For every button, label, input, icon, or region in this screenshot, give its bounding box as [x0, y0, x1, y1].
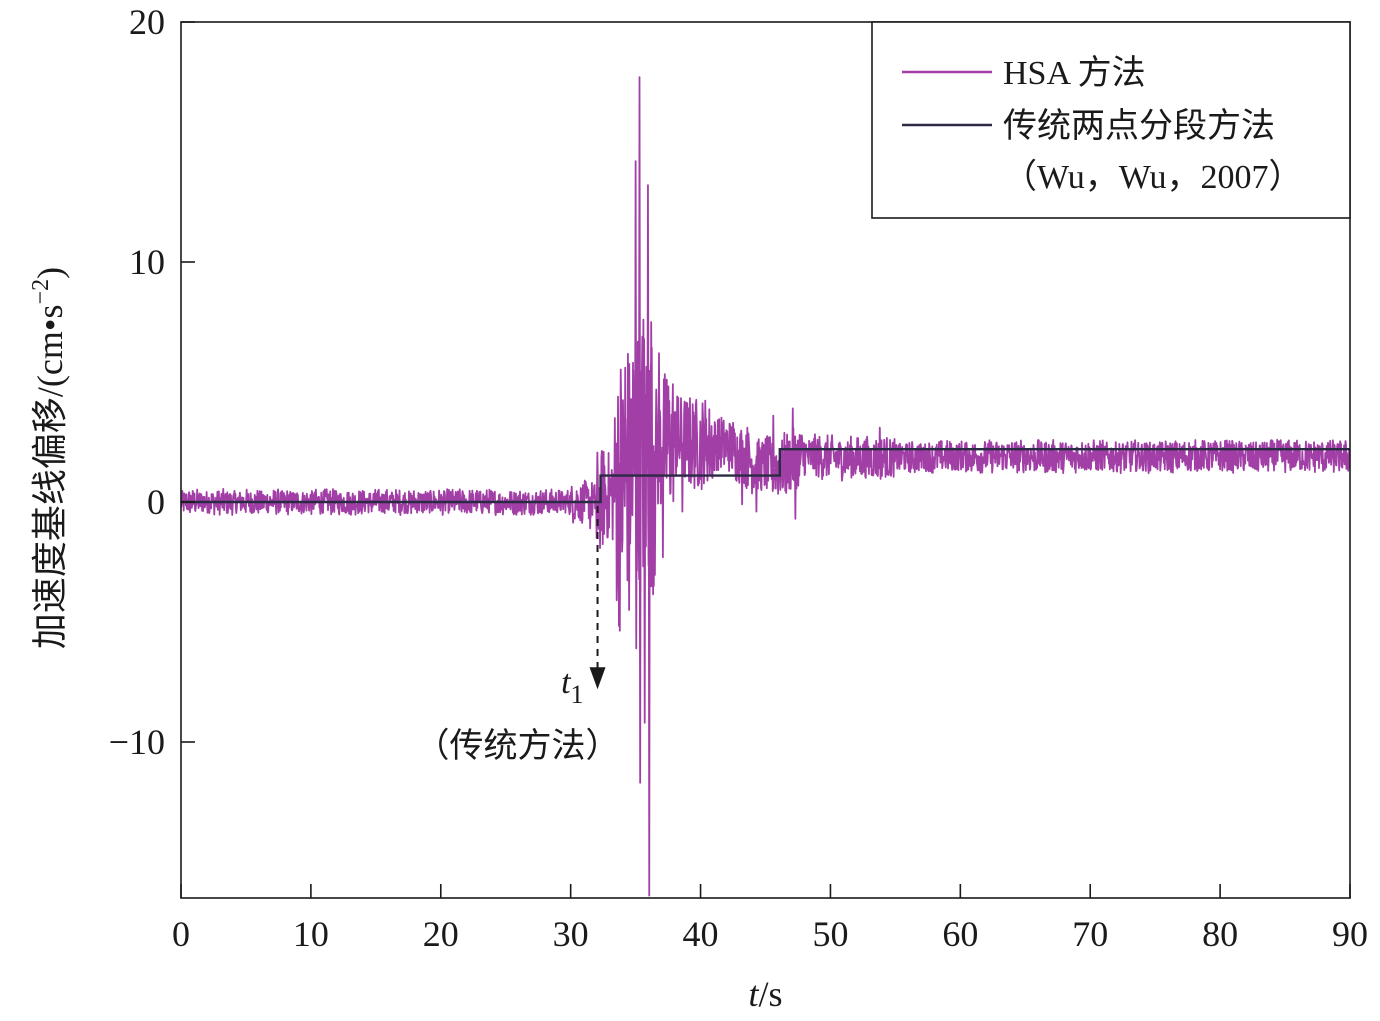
- annotation-arrow-head: [589, 667, 606, 690]
- legend-label-two-point: 传统两点分段方法: [1003, 107, 1275, 145]
- traces: [181, 76, 1350, 897]
- y-axis-title: 加速度基线偏移/(cm•s−2): [28, 267, 70, 649]
- legend-label-hsa: HSA 方法: [1003, 54, 1146, 92]
- series-line-two-point: [181, 448, 1350, 504]
- x-tick-label: 20: [423, 914, 459, 954]
- legend-label-citation: （Wu，Wu，2007）: [1003, 158, 1302, 196]
- x-tick-label: 0: [172, 914, 190, 954]
- plot-border: [180, 21, 1351, 899]
- x-tick-label: 70: [1072, 914, 1108, 954]
- tick-group: 0 10 20 30 40 50 60 70 80 90 −10 0 10 20: [109, 2, 1368, 954]
- plot-frame: [180, 21, 1351, 899]
- x-tick-label: 40: [683, 914, 719, 954]
- x-tick-label: 80: [1202, 914, 1238, 954]
- axis-titles: t/s 加速度基线偏移/(cm•s−2): [28, 267, 783, 1014]
- annotation-label-t1: t1: [561, 664, 583, 709]
- x-tick-label: 10: [293, 914, 329, 954]
- x-tick-label: 50: [812, 914, 848, 954]
- x-tick-label: 90: [1332, 914, 1368, 954]
- y-tick-label: 20: [129, 2, 165, 42]
- y-tick-label: 0: [147, 482, 165, 522]
- annotation-label-method: （传统方法）: [416, 727, 620, 765]
- x-axis-title: t/s: [748, 974, 782, 1014]
- annotation-t1: t1 （传统方法）: [416, 506, 620, 765]
- legend-box: [871, 21, 1351, 219]
- y-tick-label: 10: [129, 242, 165, 282]
- series-line-hsa: [181, 76, 1350, 897]
- y-tick-label: −10: [109, 722, 165, 762]
- x-tick-label: 30: [553, 914, 589, 954]
- x-tick-label: 60: [942, 914, 978, 954]
